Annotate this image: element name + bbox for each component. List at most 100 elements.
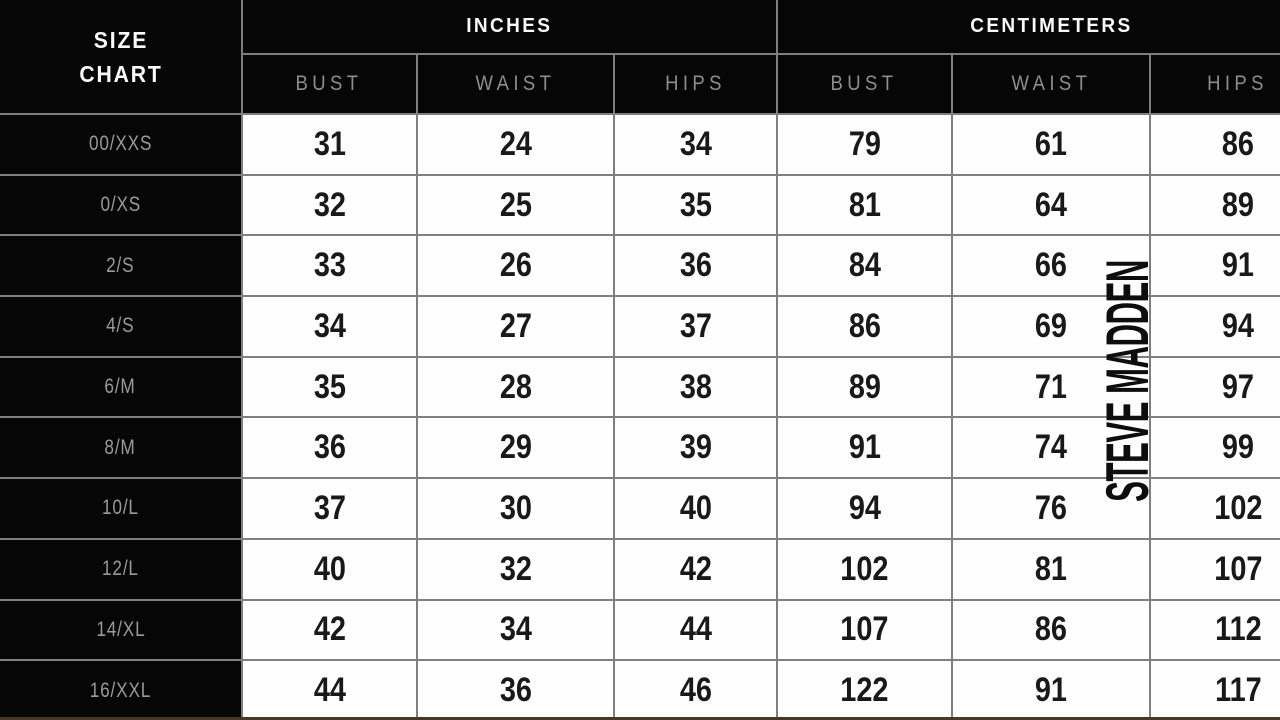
value-cell: 38 xyxy=(615,357,776,417)
value-cell: 40 xyxy=(243,539,416,599)
value-text: 30 xyxy=(499,488,532,527)
value-text: 74 xyxy=(1034,428,1068,467)
subheader-cm-bust: BUST xyxy=(778,55,951,113)
waist-label: WAIST xyxy=(475,72,556,95)
value-text: 94 xyxy=(848,488,881,527)
value-cell: 35 xyxy=(615,175,776,235)
value-cell: 81 xyxy=(953,539,1149,599)
value-text: 99 xyxy=(1221,428,1255,467)
value-cell: 44 xyxy=(615,600,776,660)
value-cell: 122 xyxy=(778,661,951,720)
value-cell: 74 xyxy=(953,418,1149,478)
inches-label: INCHES xyxy=(466,15,553,37)
value-cell: 30 xyxy=(418,479,613,538)
section-header-inches: INCHES xyxy=(243,0,776,53)
value-text: 44 xyxy=(313,671,346,710)
value-text: 91 xyxy=(848,428,881,467)
hips-label: HIPS xyxy=(665,72,726,95)
value-text: 79 xyxy=(848,124,881,163)
size-label: 6/M xyxy=(104,375,137,399)
value-cell: 27 xyxy=(418,297,613,356)
size-cell: 10/L xyxy=(0,479,241,538)
value-text: 24 xyxy=(499,124,532,163)
size-label: 14/XL xyxy=(95,617,146,641)
value-text: 37 xyxy=(313,488,346,527)
value-cell: 97 xyxy=(1151,357,1280,417)
value-cell: 29 xyxy=(418,418,613,478)
value-text: 36 xyxy=(679,246,712,285)
value-cell: 117 xyxy=(1151,661,1280,720)
value-text: 81 xyxy=(848,185,881,224)
value-text: 76 xyxy=(1034,488,1068,527)
value-cell: 35 xyxy=(243,357,416,417)
value-cell: 79 xyxy=(778,115,951,174)
value-cell: 91 xyxy=(953,661,1149,720)
value-cell: 25 xyxy=(418,175,613,235)
value-cell: 86 xyxy=(1151,115,1280,174)
value-cell: 89 xyxy=(778,357,951,417)
value-text: 94 xyxy=(1221,306,1255,345)
value-cell: 76 xyxy=(953,479,1149,538)
value-cell: 42 xyxy=(615,539,776,599)
value-text: 46 xyxy=(679,671,712,710)
value-cell: 36 xyxy=(418,661,613,720)
value-text: 40 xyxy=(313,549,346,588)
value-text: 40 xyxy=(679,488,712,527)
size-label: 2/S xyxy=(106,253,135,277)
value-text: 71 xyxy=(1034,367,1068,406)
value-text: 122 xyxy=(840,671,889,710)
value-text: 25 xyxy=(499,185,532,224)
value-cell: 69 xyxy=(953,297,1149,356)
size-cell: 0/XS xyxy=(0,175,241,235)
value-text: 66 xyxy=(1034,246,1068,285)
value-text: 64 xyxy=(1034,185,1068,224)
value-cell: 102 xyxy=(1151,479,1280,538)
value-text: 86 xyxy=(848,306,881,345)
value-text: 35 xyxy=(679,185,712,224)
value-cell: 37 xyxy=(243,479,416,538)
size-cell: 2/S xyxy=(0,236,241,296)
value-cell: 44 xyxy=(243,661,416,720)
value-text: 107 xyxy=(1213,549,1263,588)
size-cell: 4/S xyxy=(0,297,241,356)
value-cell: 34 xyxy=(418,600,613,660)
value-cell: 24 xyxy=(418,115,613,174)
hips-label: HIPS xyxy=(1207,72,1269,95)
size-label: 00/XXS xyxy=(88,132,153,156)
value-cell: 34 xyxy=(243,297,416,356)
value-cell: 112 xyxy=(1151,600,1280,660)
value-cell: 89 xyxy=(1151,175,1280,235)
subheader-inches-hips: HIPS xyxy=(615,55,776,113)
value-cell: 31 xyxy=(243,115,416,174)
size-label: 10/L xyxy=(102,496,139,520)
value-text: 34 xyxy=(499,610,532,649)
brand-watermark: STEVE MADDEN xyxy=(1094,260,1161,502)
value-text: 34 xyxy=(679,124,712,163)
size-chart-title: SIZE CHART xyxy=(78,26,163,87)
subheader-inches-bust: BUST xyxy=(243,55,416,113)
value-text: 26 xyxy=(499,246,532,285)
value-text: 89 xyxy=(1221,185,1255,224)
bust-label: BUST xyxy=(296,72,363,95)
value-cell: 94 xyxy=(778,479,951,538)
value-cell: 34 xyxy=(615,115,776,174)
value-text: 28 xyxy=(499,367,532,406)
value-cell: 26 xyxy=(418,236,613,296)
value-cell: 71 xyxy=(953,357,1149,417)
value-text: 36 xyxy=(313,428,346,467)
value-cell: 102 xyxy=(778,539,951,599)
value-text: 102 xyxy=(1213,488,1263,527)
value-text: 86 xyxy=(1034,610,1068,649)
size-label: 16/XXL xyxy=(89,678,152,702)
value-text: 102 xyxy=(840,549,889,588)
value-text: 81 xyxy=(1034,549,1068,588)
value-text: 84 xyxy=(848,246,881,285)
value-text: 117 xyxy=(1214,671,1262,710)
value-text: 36 xyxy=(499,671,532,710)
value-cell: 86 xyxy=(778,297,951,356)
bottom-edge-line xyxy=(0,717,1280,720)
value-text: 27 xyxy=(499,306,532,345)
size-cell: 14/XL xyxy=(0,600,241,660)
